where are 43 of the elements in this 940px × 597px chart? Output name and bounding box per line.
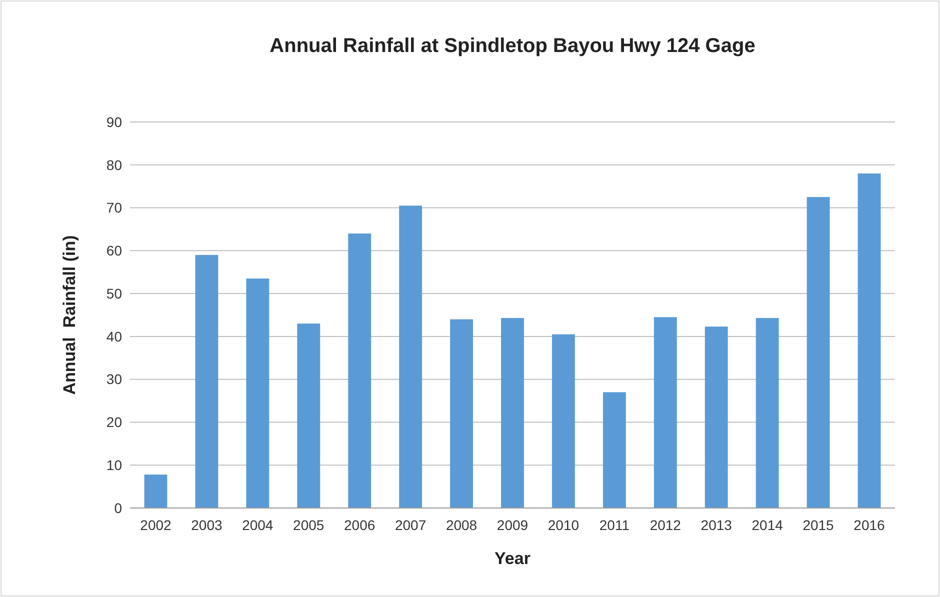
x-tick-label: 2010 [548,517,580,533]
bar [246,278,270,508]
y-axis-title: Annual Rainfall (in) [60,235,79,395]
bar [858,173,881,508]
y-tick-label: 20 [106,414,122,430]
bar [654,317,677,508]
y-tick-label: 0 [114,500,122,516]
x-tick-label: 2009 [496,517,528,533]
y-tick-label: 90 [106,114,122,130]
y-tick-label: 70 [106,200,122,216]
y-tick-label: 10 [106,457,122,474]
bar [704,326,728,508]
x-axis-title: Year [494,549,531,568]
bar [806,197,830,508]
bar [602,392,626,508]
x-tick-label: 2012 [650,517,682,533]
bar [501,318,524,508]
x-tick-label: 2015 [802,517,834,533]
x-tick-label: 2014 [752,517,784,533]
bar [450,319,473,508]
bar [399,206,422,508]
x-tick-label: 2013 [700,517,732,533]
x-tick-label: 2004 [242,517,274,533]
bar [756,318,779,508]
x-tick-label: 2002 [140,517,172,533]
x-tick-label: 2008 [446,517,478,533]
y-tick-label: 80 [106,156,122,173]
y-tick-label: 30 [106,371,122,388]
y-tick-label: 60 [106,242,122,259]
x-tick-label: 2011 [599,517,630,533]
x-tick-label: 2005 [293,517,324,533]
bar [348,234,372,508]
y-tick-label: 40 [106,328,122,344]
x-tick-label: 2007 [394,517,426,533]
x-tick-label: 2006 [344,517,376,533]
bar [195,254,218,508]
bar [144,474,168,508]
bar [552,334,575,508]
x-tick-label: 2016 [854,517,886,533]
bar [297,324,320,508]
chart-title: Annual Rainfall at Spindletop Bayou Hwy 124 Gage [270,35,756,57]
x-tick-label: 2003 [191,517,222,533]
y-tick-label: 50 [106,285,122,302]
